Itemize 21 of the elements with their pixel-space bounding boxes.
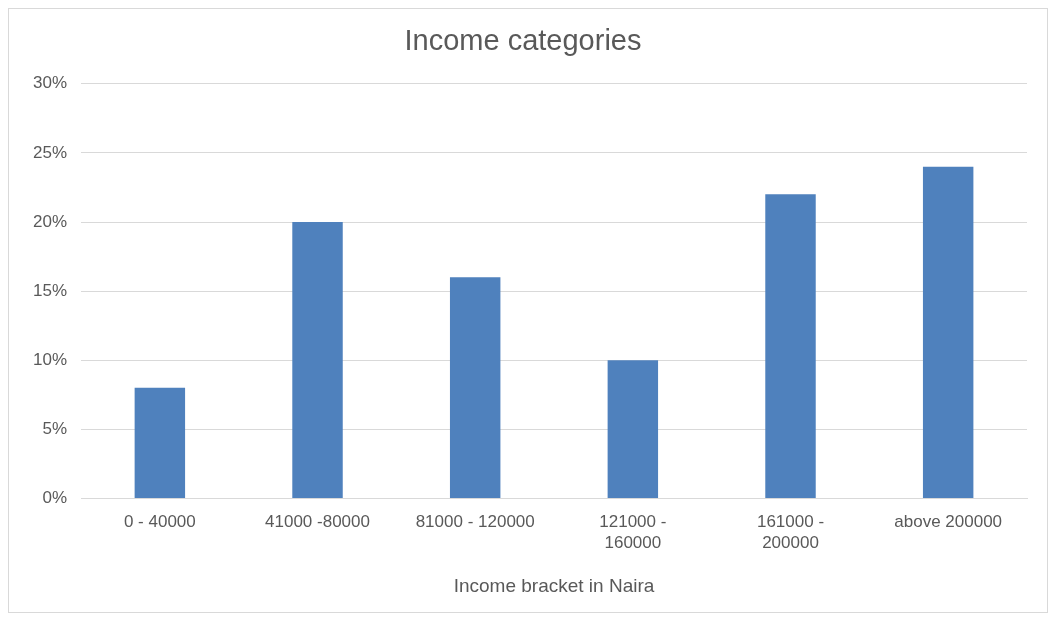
bar: [922, 166, 974, 498]
x-tick-label: 161000 - 200000: [756, 512, 825, 552]
chart-title: Income categories: [404, 24, 642, 57]
x-tick-label: 0 - 40000: [123, 512, 196, 532]
y-tick-label: 30%: [32, 73, 68, 93]
y-tick-label: 15%: [32, 280, 68, 300]
y-tick-label: 25%: [32, 142, 68, 162]
x-axis-title: Income bracket in Naira: [453, 574, 655, 596]
y-tick-label: 5%: [42, 418, 68, 438]
y-tick-label: 10%: [32, 349, 68, 369]
bar: [449, 277, 501, 498]
x-tick-label: 81000 - 120000: [415, 512, 535, 532]
x-tick-label: above 200000: [894, 512, 1003, 532]
y-tick-label: 20%: [32, 211, 68, 231]
bar: [134, 387, 186, 498]
x-tick-label: 121000 - 160000: [599, 512, 667, 552]
bar: [765, 194, 816, 498]
y-tick-label: 0%: [42, 488, 68, 508]
bar: [607, 360, 659, 498]
x-tick-label: 41000 -80000: [265, 512, 370, 532]
bar: [292, 222, 343, 498]
